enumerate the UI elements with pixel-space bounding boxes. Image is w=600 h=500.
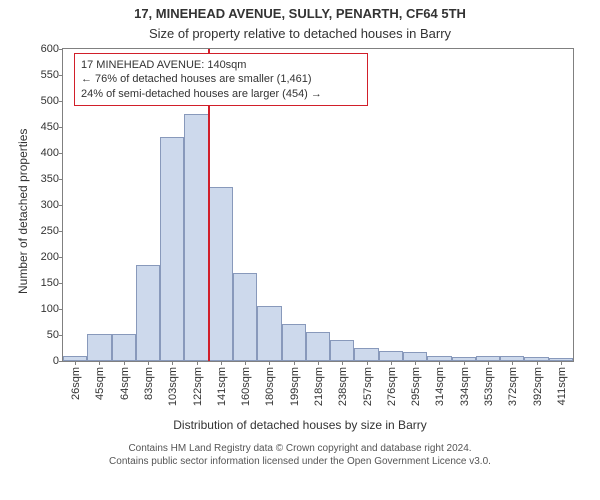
x-tick-mark	[124, 361, 125, 365]
x-tick-mark	[172, 361, 173, 365]
y-tick-mark	[59, 179, 63, 180]
info-line-2: ← 76% of detached houses are smaller (1,…	[81, 72, 361, 86]
y-tick-mark	[59, 153, 63, 154]
y-tick-mark	[59, 127, 63, 128]
marker-info-box: 17 MINEHEAD AVENUE: 140sqm ← 76% of deta…	[74, 53, 368, 106]
y-tick-mark	[59, 49, 63, 50]
x-tick-label: 314sqm	[434, 367, 446, 406]
x-tick-mark	[488, 361, 489, 365]
x-tick-mark	[318, 361, 319, 365]
x-tick-label: 180sqm	[264, 367, 276, 406]
x-tick-mark	[197, 361, 198, 365]
histogram-bar	[136, 265, 160, 361]
x-tick-label: 257sqm	[362, 367, 374, 406]
x-tick-label: 276sqm	[386, 367, 398, 406]
y-tick-mark	[59, 75, 63, 76]
x-tick-mark	[99, 361, 100, 365]
x-tick-label: 411sqm	[556, 367, 568, 405]
histogram-bar	[379, 351, 403, 361]
y-tick-mark	[59, 205, 63, 206]
x-tick-mark	[415, 361, 416, 365]
chart-title-main: 17, MINEHEAD AVENUE, SULLY, PENARTH, CF6…	[0, 6, 600, 21]
x-tick-label: 353sqm	[483, 367, 495, 406]
histogram-bar	[184, 114, 208, 361]
histogram-bar	[160, 137, 184, 361]
x-tick-label: 64sqm	[119, 367, 131, 400]
y-tick-mark	[59, 283, 63, 284]
histogram-bar	[209, 187, 233, 361]
x-tick-mark	[245, 361, 246, 365]
x-tick-mark	[561, 361, 562, 365]
histogram-bar	[403, 352, 427, 361]
x-tick-label: 392sqm	[532, 367, 544, 406]
chart-container: 17, MINEHEAD AVENUE, SULLY, PENARTH, CF6…	[0, 0, 600, 500]
x-tick-mark	[148, 361, 149, 365]
y-axis-label: Number of detached properties	[16, 129, 30, 294]
histogram-bar	[330, 340, 354, 361]
x-tick-label: 122sqm	[192, 367, 204, 406]
chart-title-sub: Size of property relative to detached ho…	[0, 26, 600, 41]
x-tick-label: 45sqm	[94, 367, 106, 400]
x-tick-label: 199sqm	[289, 367, 301, 406]
x-tick-mark	[269, 361, 270, 365]
info-line-1: 17 MINEHEAD AVENUE: 140sqm	[81, 58, 361, 72]
histogram-bar	[87, 334, 111, 361]
x-tick-mark	[294, 361, 295, 365]
x-tick-mark	[439, 361, 440, 365]
x-tick-mark	[464, 361, 465, 365]
y-tick-mark	[59, 231, 63, 232]
x-axis-label: Distribution of detached houses by size …	[0, 418, 600, 432]
y-tick-mark	[59, 309, 63, 310]
x-tick-mark	[367, 361, 368, 365]
x-tick-label: 103sqm	[167, 367, 179, 406]
x-tick-label: 238sqm	[337, 367, 349, 406]
footer-line-2: Contains public sector information licen…	[109, 456, 491, 467]
histogram-bar	[233, 273, 257, 361]
x-tick-mark	[221, 361, 222, 365]
x-tick-label: 334sqm	[459, 367, 471, 406]
x-tick-label: 160sqm	[240, 367, 252, 406]
histogram-bar	[112, 334, 136, 361]
y-tick-mark	[59, 101, 63, 102]
histogram-bar	[354, 348, 378, 361]
chart-footer: Contains HM Land Registry data © Crown c…	[0, 442, 600, 468]
histogram-bar	[306, 332, 330, 361]
x-tick-label: 372sqm	[507, 367, 519, 406]
x-tick-label: 26sqm	[70, 367, 82, 400]
x-tick-mark	[391, 361, 392, 365]
histogram-bar	[257, 306, 281, 361]
y-tick-mark	[59, 335, 63, 336]
x-tick-label: 295sqm	[410, 367, 422, 406]
x-tick-label: 218sqm	[313, 367, 325, 406]
x-tick-mark	[512, 361, 513, 365]
info-line-3: 24% of semi-detached houses are larger (…	[81, 87, 361, 101]
x-tick-mark	[537, 361, 538, 365]
histogram-bar	[282, 324, 306, 361]
x-tick-label: 83sqm	[143, 367, 155, 400]
footer-line-1: Contains HM Land Registry data © Crown c…	[128, 443, 471, 454]
x-tick-mark	[75, 361, 76, 365]
y-tick-mark	[59, 361, 63, 362]
x-tick-label: 141sqm	[216, 367, 228, 406]
x-tick-mark	[342, 361, 343, 365]
y-tick-mark	[59, 257, 63, 258]
